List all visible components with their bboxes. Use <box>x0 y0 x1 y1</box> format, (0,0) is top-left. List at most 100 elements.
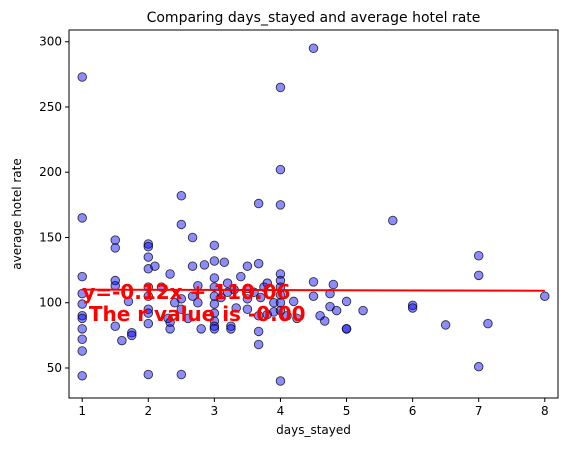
plot-frame <box>68 29 559 399</box>
data-point <box>176 219 187 230</box>
y-tick-label: 100 <box>39 296 62 310</box>
data-point <box>209 324 220 334</box>
data-point <box>236 271 246 282</box>
data-point <box>143 318 154 329</box>
data-point <box>209 308 220 318</box>
data-point <box>77 213 87 223</box>
data-point <box>77 346 87 356</box>
data-point <box>143 291 154 301</box>
data-point <box>308 43 319 54</box>
data-point <box>187 232 198 243</box>
data-point <box>209 240 220 251</box>
data-point <box>110 321 121 331</box>
data-point <box>165 324 175 334</box>
data-point <box>216 292 226 303</box>
data-point <box>209 316 220 326</box>
regression-line <box>82 288 545 292</box>
data-point <box>77 371 87 381</box>
x-tick-label: 2 <box>144 404 152 418</box>
data-point <box>117 335 127 346</box>
data-point <box>187 291 198 301</box>
data-point <box>77 313 87 324</box>
data-point <box>275 269 286 279</box>
data-point <box>282 311 292 321</box>
data-point <box>253 258 264 269</box>
data-point <box>483 318 493 329</box>
data-point <box>77 311 87 321</box>
x-tick-label: 7 <box>475 404 483 418</box>
y-tick-label: 150 <box>39 230 62 244</box>
data-point <box>328 279 339 290</box>
data-point <box>275 200 286 210</box>
data-point <box>308 277 319 287</box>
x-tick-label: 4 <box>277 404 285 418</box>
data-point <box>407 300 418 311</box>
data-point <box>331 305 342 316</box>
data-point <box>269 297 279 308</box>
data-point <box>77 271 87 282</box>
data-point <box>407 303 418 313</box>
data-point <box>341 324 352 334</box>
data-point <box>143 239 154 249</box>
x-tick-label: 3 <box>211 404 219 418</box>
data-point <box>242 261 253 271</box>
data-point <box>275 164 286 175</box>
data-point <box>77 334 87 345</box>
data-point <box>165 317 175 328</box>
data-point <box>193 297 203 308</box>
data-point <box>77 72 87 82</box>
x-tick-label: 1 <box>78 404 86 418</box>
data-point <box>473 251 484 261</box>
data-point <box>222 278 233 288</box>
data-point <box>77 324 87 334</box>
data-point <box>358 305 368 316</box>
x-axis: 1 2 3 4 5 6 7 8 <box>78 398 549 418</box>
data-point <box>540 291 550 301</box>
data-point <box>242 304 253 315</box>
data-point <box>319 316 330 326</box>
data-point <box>275 82 286 93</box>
regression-equation-label: y=-0.12x + 110.06 <box>82 280 290 304</box>
y-tick-label: 250 <box>39 100 62 114</box>
points-layer <box>77 43 550 386</box>
data-point <box>143 308 154 318</box>
x-tick-label: 6 <box>409 404 417 418</box>
y-axis: 50 100 150 200 250 300 <box>39 35 69 375</box>
data-point <box>143 369 154 380</box>
data-point <box>176 369 187 380</box>
x-axis-label: days_stayed <box>276 423 351 437</box>
data-point <box>473 270 484 281</box>
y-tick-label: 200 <box>39 165 62 179</box>
data-point <box>176 304 187 315</box>
data-point <box>275 305 286 316</box>
y-axis-label: average hotel rate <box>10 158 24 270</box>
data-point <box>143 241 154 252</box>
data-point <box>183 313 193 324</box>
data-point <box>242 294 253 304</box>
data-point <box>176 294 187 304</box>
data-point <box>127 330 137 341</box>
data-point <box>187 261 198 271</box>
data-point <box>262 278 272 288</box>
data-point <box>255 292 266 303</box>
data-point <box>253 326 264 337</box>
data-point <box>226 321 236 331</box>
annotation-layer: y=-0.12x + 110.06 The r value is -0.00 <box>82 280 305 326</box>
regression-layer <box>82 288 545 292</box>
data-point <box>209 273 220 283</box>
data-point <box>288 296 299 307</box>
data-point <box>341 296 352 307</box>
data-point <box>275 376 286 386</box>
data-point <box>388 215 398 226</box>
data-point <box>77 299 87 309</box>
data-point <box>110 243 121 253</box>
data-point <box>308 291 319 301</box>
data-point <box>440 320 451 330</box>
data-point <box>199 260 210 270</box>
chart-title: Comparing days_stayed and average hotel … <box>147 10 481 26</box>
data-point <box>253 339 264 350</box>
r-value-label: The r value is -0.00 <box>89 302 306 326</box>
x-tick-label: 8 <box>541 404 549 418</box>
